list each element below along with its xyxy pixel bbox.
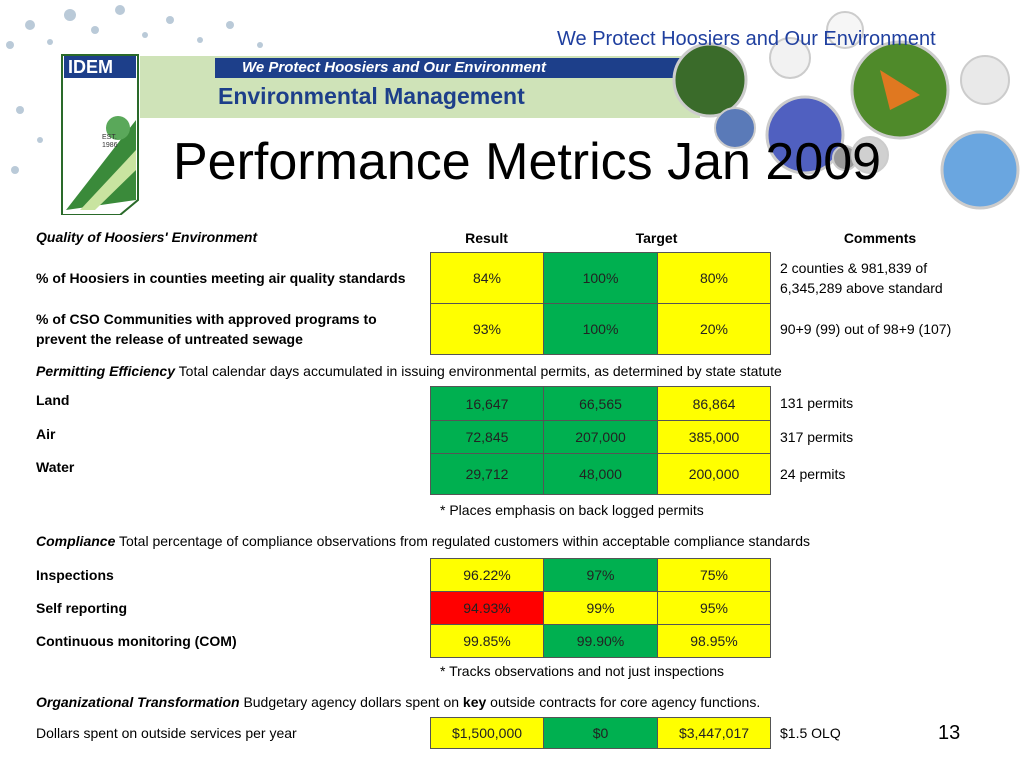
section-text: Total calendar days accumulated in issui… [178, 363, 782, 379]
metric-cell: $0 [543, 717, 658, 749]
section-heading: Quality of Hoosiers' Environment [36, 227, 936, 247]
section-heading: Organizational Transformation Budgetary … [36, 692, 936, 712]
metric-cell: 98.95% [657, 624, 771, 658]
metric-cell: 207,000 [543, 420, 658, 454]
section-label: Organizational Transformation [36, 694, 240, 710]
section-label: Permitting Efficiency [36, 363, 176, 379]
row-comment: 131 permits [780, 395, 854, 411]
metric-cell: 94.93% [430, 591, 544, 625]
metric-cell: 200,000 [657, 453, 771, 495]
section-label: Quality of Hoosiers' Environment [36, 229, 258, 245]
row-label: % of Hoosiers in counties meeting air qu… [36, 269, 406, 286]
metric-cell: 66,565 [543, 386, 658, 421]
metric-cell: 72,845 [430, 420, 544, 454]
metric-cell: 86,864 [657, 386, 771, 421]
metric-cell: 20% [657, 303, 771, 355]
column-header: Target [635, 230, 678, 246]
banner: We Protect Hoosiers and Our Environment [242, 59, 546, 76]
section-text: Total percentage of compliance observati… [119, 533, 811, 549]
metric-cell: 29,712 [430, 453, 544, 495]
metric-cell: 75% [657, 558, 771, 592]
row-label: Land [36, 392, 70, 408]
column-header: Result [465, 230, 508, 246]
metric-cell: 96.22% [430, 558, 544, 592]
row-comment: 24 permits [780, 465, 846, 482]
metric-cell: 99% [543, 591, 658, 625]
row-label: % of CSO Communities with approved progr… [36, 310, 377, 347]
row-comment: $1.5 OLQ [780, 724, 841, 741]
metric-cell: 95% [657, 591, 771, 625]
section-heading: Compliance Total percentage of complianc… [36, 531, 936, 551]
metric-cell: 99.85% [430, 624, 544, 658]
metric-cell: 100% [543, 252, 658, 304]
metric-cell: 80% [657, 252, 771, 304]
section-text: outside contracts for core agency functi… [490, 694, 761, 710]
tagline: We Protect Hoosiers and Our Environment [557, 28, 936, 50]
section-note: * Tracks observations and not just inspe… [440, 663, 725, 679]
row-label: Water [36, 459, 75, 475]
column-header: Comments [843, 230, 917, 246]
metric-cell: 93% [430, 303, 544, 355]
row-comment: 2 counties & 981,839 of 6,345,289 above … [780, 259, 943, 296]
row-comment: 317 permits [780, 428, 854, 445]
banner-title: Environmental Management [218, 83, 525, 109]
logo-text: IDEM [68, 57, 113, 77]
row-label: Continuous monitoring (COM) [36, 632, 237, 649]
metric-cell: 100% [543, 303, 658, 355]
metric-cell: $1,500,000 [430, 717, 544, 749]
row-label: Air [36, 426, 56, 442]
metric-cell: 99.90% [543, 624, 658, 658]
metric-cell: 385,000 [657, 420, 771, 454]
slide-title: Performance Metrics Jan 2009 [173, 133, 882, 191]
section-emphasis: key [462, 694, 487, 710]
section-note: * Places emphasis on back logged permits [440, 502, 704, 518]
metric-cell: 48,000 [543, 453, 658, 495]
section-heading: Permitting Efficiency Total calendar day… [36, 361, 936, 381]
section-label: Compliance [36, 533, 116, 549]
header-graphics [6, 5, 1020, 215]
row-label: Inspections [36, 566, 114, 583]
logo-est: EST. 1986 [102, 134, 118, 149]
section-text: Budgetary agency dollars spent on [243, 694, 460, 710]
metric-cell: $3,447,017 [657, 717, 771, 749]
page-number: 13 [938, 722, 961, 744]
metric-cell: 16,647 [430, 386, 544, 421]
row-label: Dollars spent on outside services per ye… [36, 724, 297, 741]
metric-cell: 97% [543, 558, 658, 592]
row-label: Self reporting [36, 599, 128, 616]
metric-cell: 84% [430, 252, 544, 304]
row-comment: 90+9 (99) out of 98+9 (107) [780, 320, 952, 337]
